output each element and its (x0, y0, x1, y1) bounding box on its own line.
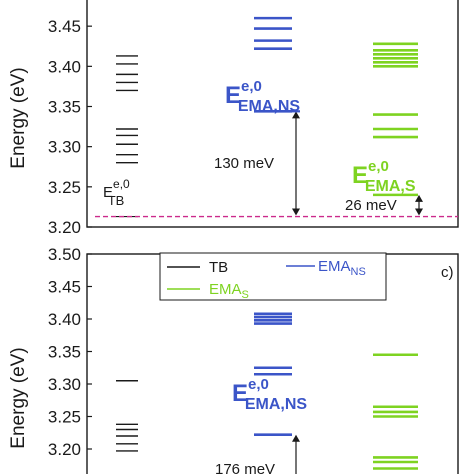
top-y-ticks: 3.20 3.25 3.30 3.35 3.40 3.45 (48, 17, 92, 237)
legend-box (159, 252, 387, 301)
gap-arrow-26 (415, 194, 423, 216)
panel-label-c: c) (441, 264, 454, 281)
label-e-ema-ns-bottom: Ee,0 EMA,NS (232, 376, 307, 413)
gap-label-26: 26 meV (345, 197, 397, 214)
top-frame (86, 0, 459, 228)
y-tick-label: 3.30 (48, 138, 81, 157)
y-tick-label: 3.25 (48, 408, 81, 427)
bottom-panel: 3.20 3.25 3.30 3.35 3.40 3.45 3.50 Energy (eV)… (8, 245, 459, 474)
y-tick-label: 3.35 (48, 343, 81, 362)
arrow-head (292, 111, 300, 119)
gap-label-130: 130 meV (214, 155, 274, 172)
legend-label-ema-ns: EMANS (318, 258, 366, 278)
top-levels (116, 16, 418, 218)
label-e-ema-ns: Ee,0 EMA,NS (225, 78, 300, 115)
y-tick-label: 3.50 (48, 245, 81, 264)
label-e-tb: Ee,0 TB (103, 177, 130, 208)
y-tick-label: 3.35 (48, 98, 81, 117)
y-tick-label: 3.20 (48, 440, 81, 459)
gap-arrow-176 (292, 434, 300, 474)
bottom-y-axis-title: Energy (eV) (8, 347, 29, 448)
bottom-y-ticks: 3.20 3.25 3.30 3.35 3.40 3.45 3.50 (48, 245, 92, 459)
top-panel: 3.20 3.25 3.30 3.35 3.40 3.45 Energy (eV) Ee,… (8, 0, 459, 237)
top-y-axis-title: Energy (eV) (8, 67, 29, 168)
arrow-head (415, 194, 423, 202)
arrow-head (292, 208, 300, 216)
legend-label-tb: TB (209, 259, 228, 276)
y-tick-label: 3.30 (48, 375, 81, 394)
y-tick-label: 3.20 (48, 218, 81, 237)
arrow-head (415, 208, 423, 216)
y-tick-label: 3.45 (48, 17, 81, 36)
y-tick-label: 3.40 (48, 57, 81, 76)
gap-label-176: 176 meV (215, 461, 275, 474)
y-tick-label: 3.45 (48, 278, 81, 297)
legend: TB EMANS EMAS (159, 252, 387, 301)
gap-arrow-130 (292, 110, 300, 216)
y-tick-label: 3.25 (48, 178, 81, 197)
label-e-ema-s: Ee,0 EMA,S (352, 158, 416, 195)
plot-frame (86, 0, 459, 228)
y-tick-label: 3.40 (48, 310, 81, 329)
bottom-levels (116, 312, 418, 470)
arrow-head (292, 434, 300, 442)
legend-label-ema-s: EMAS (209, 281, 249, 301)
